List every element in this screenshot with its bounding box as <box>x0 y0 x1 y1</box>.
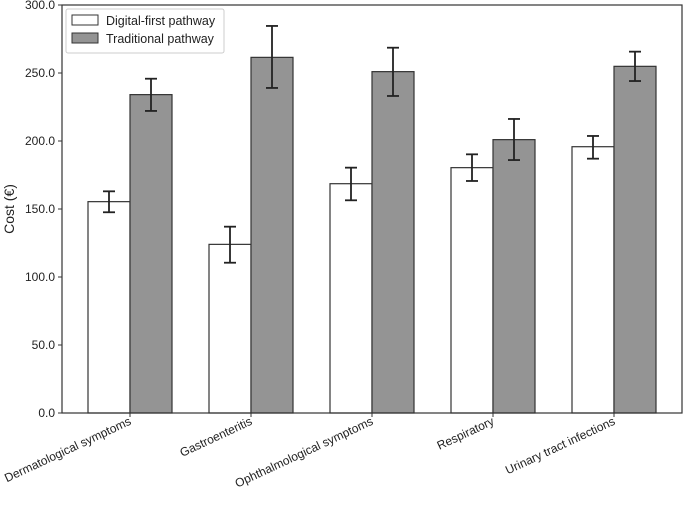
legend-swatch-traditional <box>71 32 99 44</box>
y-tick-label: 0.0 <box>38 406 55 420</box>
y-tick-label: 50.0 <box>32 338 56 352</box>
bar-digital <box>208 243 252 414</box>
legend-label-traditional: Traditional pathway <box>106 32 215 46</box>
y-axis-label: Cost (€) <box>1 184 17 234</box>
y-tick-label: 100.0 <box>25 270 55 284</box>
legend-label-digital: Digital-first pathway <box>106 14 216 28</box>
x-tick-label: Gastroenteritis <box>178 414 255 460</box>
legend-swatch-digital <box>71 14 99 26</box>
bar-traditional <box>250 56 294 414</box>
bar-traditional <box>371 71 415 414</box>
bar-traditional <box>613 65 657 414</box>
y-tick-label: 200.0 <box>25 134 55 148</box>
bar-digital <box>571 146 615 414</box>
y-tick-label: 300.0 <box>25 0 55 12</box>
y-tick-label: 150.0 <box>25 202 55 216</box>
bar-digital <box>87 201 131 414</box>
bar-traditional <box>129 94 173 414</box>
bar-digital <box>450 167 494 414</box>
bar-traditional <box>492 139 536 414</box>
y-tick-label: 250.0 <box>25 66 55 80</box>
x-tick-label: Urinary tract infections <box>503 414 617 477</box>
bar-digital <box>329 183 373 414</box>
x-tick-label: Dermatological symptoms <box>2 414 133 485</box>
x-tick-label: Ophthalmological symptoms <box>233 414 376 490</box>
legend: Digital-first pathway Traditional pathwa… <box>65 8 225 54</box>
x-tick-label: Respiratory <box>435 414 497 453</box>
